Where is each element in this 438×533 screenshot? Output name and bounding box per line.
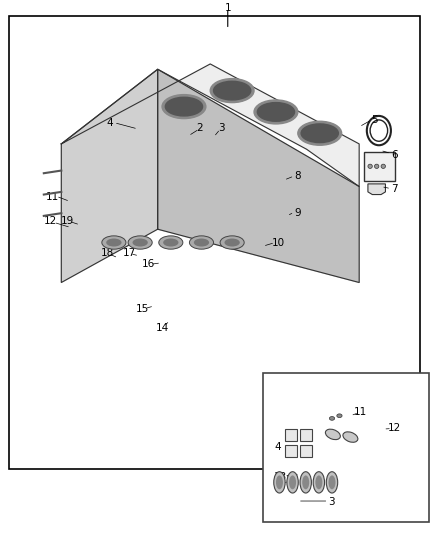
- Text: 5: 5: [371, 115, 378, 125]
- Text: 9: 9: [294, 208, 301, 218]
- Text: 4: 4: [106, 118, 113, 127]
- Ellipse shape: [337, 414, 342, 418]
- Ellipse shape: [274, 472, 285, 493]
- Ellipse shape: [287, 472, 298, 493]
- Bar: [364, 152, 395, 181]
- Ellipse shape: [190, 236, 214, 249]
- Text: 11: 11: [354, 407, 367, 417]
- Ellipse shape: [298, 122, 342, 146]
- Ellipse shape: [302, 475, 309, 489]
- Text: 16: 16: [142, 259, 155, 269]
- Ellipse shape: [159, 236, 183, 249]
- Ellipse shape: [225, 239, 240, 247]
- Text: 13: 13: [274, 472, 287, 482]
- Ellipse shape: [300, 472, 311, 493]
- Ellipse shape: [254, 100, 298, 124]
- Text: 6: 6: [391, 150, 398, 159]
- Bar: [263, 373, 429, 522]
- Ellipse shape: [163, 239, 178, 247]
- Ellipse shape: [326, 472, 338, 493]
- Text: 12: 12: [44, 216, 57, 226]
- Ellipse shape: [220, 236, 244, 249]
- Ellipse shape: [165, 97, 202, 116]
- Bar: [9, 16, 420, 469]
- Ellipse shape: [328, 475, 336, 489]
- Ellipse shape: [194, 239, 209, 247]
- Text: 7: 7: [391, 184, 398, 194]
- Ellipse shape: [106, 239, 122, 247]
- Text: 18: 18: [101, 248, 114, 258]
- Ellipse shape: [210, 78, 254, 102]
- Ellipse shape: [162, 94, 206, 118]
- Bar: [300, 445, 312, 457]
- Polygon shape: [61, 64, 359, 187]
- Text: 14: 14: [155, 323, 169, 333]
- Text: 17: 17: [123, 248, 136, 258]
- Text: 4: 4: [275, 442, 282, 451]
- Ellipse shape: [313, 472, 325, 493]
- Bar: [285, 429, 297, 441]
- Ellipse shape: [102, 236, 126, 249]
- Ellipse shape: [213, 82, 251, 100]
- Text: 10: 10: [272, 238, 285, 247]
- Ellipse shape: [257, 102, 294, 122]
- Ellipse shape: [301, 124, 338, 142]
- Ellipse shape: [132, 239, 148, 247]
- Ellipse shape: [343, 432, 358, 442]
- Polygon shape: [61, 69, 158, 282]
- Text: 3: 3: [328, 497, 335, 507]
- Ellipse shape: [128, 236, 152, 249]
- Ellipse shape: [381, 164, 385, 168]
- Ellipse shape: [329, 417, 335, 420]
- Text: 1: 1: [224, 3, 231, 13]
- Ellipse shape: [315, 475, 322, 489]
- Bar: [285, 445, 297, 457]
- Text: 13: 13: [280, 475, 293, 484]
- Text: 19: 19: [61, 216, 74, 226]
- Ellipse shape: [368, 164, 372, 168]
- Bar: [300, 429, 312, 441]
- Text: 12: 12: [388, 423, 401, 433]
- Ellipse shape: [374, 164, 379, 168]
- Polygon shape: [158, 69, 359, 282]
- Ellipse shape: [276, 475, 283, 489]
- Text: 11: 11: [46, 192, 59, 202]
- Ellipse shape: [325, 429, 340, 440]
- Ellipse shape: [289, 475, 296, 489]
- Text: 8: 8: [294, 171, 301, 181]
- Polygon shape: [368, 184, 385, 195]
- Text: 15: 15: [136, 304, 149, 314]
- Text: 2: 2: [196, 123, 203, 133]
- Text: 3: 3: [218, 123, 225, 133]
